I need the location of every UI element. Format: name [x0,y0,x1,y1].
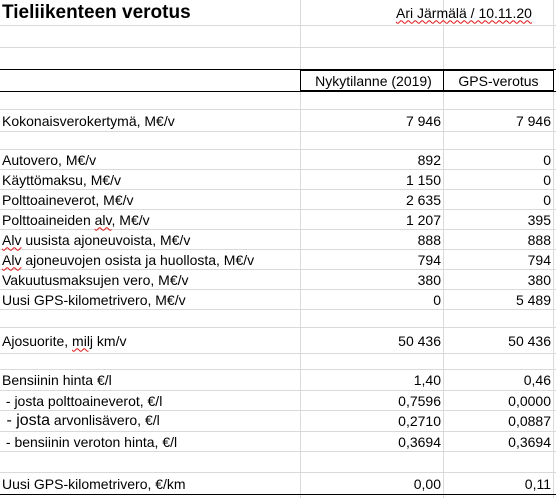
table-row: Bensiinin hinta €/l 1,40 0,46 [0,370,556,391]
empty-row [0,26,556,48]
value-gps: 0 [543,171,551,188]
table-row: Polttoaineverot, M€/v 2 635 0 [0,190,556,210]
label-part: Alv [2,231,22,248]
value-gps: 0,11 [524,475,551,492]
value-gps: 0 [543,191,551,208]
row-label: Ajosuorite, milj km/v [2,333,127,349]
value-current: 50 436 [398,332,441,349]
value-current: 0,7596 [398,392,441,409]
row-label: Uusi GPS-kilometrivero, M€/v [2,291,186,308]
empty-row [0,132,556,150]
value-gps: 7 946 [515,112,551,129]
row-label: Polttoaineiden alv, M€/v [2,212,150,228]
value-gps: 0,3694 [508,433,551,450]
value-current: 888 [417,231,441,248]
value-gps: 0,46 [523,372,551,388]
label-part: milj [72,332,94,349]
row-label: Vakuutusmaksujen vero, M€/v [2,271,189,288]
label-part: ajoneuvojen osista ja huollosta, M€/v [21,251,255,268]
value-current: 0 [433,291,441,308]
title-row: Tieliikenteen verotus Ari Järmälä / 10.1… [0,0,556,26]
table-row: Kokonaisverokertymä, M€/v 7 946 7 946 [0,110,556,132]
author-date: Ari Järmälä / 10.11.20 [396,4,532,21]
row-label: Alv ajoneuvojen osista ja huollosta, M€/… [2,252,254,268]
table-row: Alv uusista ajoneuvoista, M€/v 888 888 [0,230,556,250]
label-part: Alv [2,251,22,268]
value-current: 7 946 [405,112,441,129]
value-current: 1 150 [405,171,441,188]
value-gps: 380 [527,271,551,288]
table-row: Uusi GPS-kilometrivero, €/km 0,00 0,11 [0,473,556,495]
header-box [443,70,554,91]
row-label: Uusi GPS-kilometrivero, €/km [2,475,186,492]
value-gps: 0 [543,151,551,168]
value-gps: 395 [527,211,551,228]
value-current: 892 [417,151,441,168]
value-gps: 50 436 [508,332,551,349]
row-label: Käyttömaksu, M€/v [2,171,122,188]
label-part: uusista ajoneuvoista, M€/v [21,231,191,248]
label-part: Polttoaineiden [2,211,95,228]
row-label: Polttoaineverot, M€/v [2,191,134,208]
value-gps: 888 [527,231,551,248]
table-row: Käyttömaksu, M€/v 1 150 0 [0,170,556,190]
row-label: - josta polttoaineverot, €/l [2,392,163,409]
table-row: - bensiinin veroton hinta, €/l 0,3694 0,… [0,432,556,452]
empty-row [0,48,556,70]
sheet-title: Tieliikenteen verotus [2,1,191,23]
empty-row [0,354,556,370]
column-header-gps: GPS-verotus [458,72,539,89]
value-current: 1 207 [405,211,441,228]
empty-row [0,452,556,473]
value-current: 794 [417,251,441,268]
table-row: - josta arvonlisävero, €/l 0,2710 0,0887 [0,411,556,432]
label-part: km/v [93,332,127,349]
table-row: Vakuutusmaksujen vero, M€/v 380 380 [0,270,556,290]
row-label: Alv uusista ajoneuvoista, M€/v [2,232,190,248]
empty-row [0,92,556,110]
value-gps: 5 489 [515,291,551,308]
row-label: - bensiinin veroton hinta, €/l [2,433,178,450]
table-row: Autovero, M€/v 892 0 [0,150,556,170]
table-row: Ajosuorite, milj km/v 50 436 50 436 [0,328,556,354]
value-current: 2 635 [405,191,441,208]
label-part: Ajosuorite, [2,332,73,349]
value-current: 0,00 [413,475,441,492]
value-current: 1,40 [413,372,441,388]
label-part: arvonlisävero, €/l [50,412,160,428]
table-row: Alv ajoneuvojen osista ja huollosta, M€/… [0,250,556,270]
label-part: , M€/v [111,211,150,228]
empty-row [0,310,556,328]
header-box [300,70,444,91]
value-gps: 794 [527,251,551,268]
value-current: 0,3694 [398,433,441,450]
value-current: 380 [417,271,441,288]
table-row: Polttoaineiden alv, M€/v 1 207 395 [0,210,556,230]
row-label: Bensiinin hinta €/l [2,372,112,388]
table-row: - josta polttoaineverot, €/l 0,7596 0,00… [0,391,556,411]
column-header-row: Nykytilanne (2019) GPS-verotus [0,70,556,92]
value-current: 0,2710 [398,413,441,429]
label-part: alv [94,211,112,228]
table-row: Uusi GPS-kilometrivero, M€/v 0 5 489 [0,290,556,310]
column-header-current: Nykytilanne (2019) [315,72,432,89]
row-label: - josta arvonlisävero, €/l [2,412,160,430]
value-gps: 0,0000 [508,392,551,409]
row-label: Autovero, M€/v [2,151,97,168]
label-part: - josta [2,412,51,429]
value-gps: 0,0887 [508,413,551,429]
row-label: Kokonaisverokertymä, M€/v [2,112,175,129]
